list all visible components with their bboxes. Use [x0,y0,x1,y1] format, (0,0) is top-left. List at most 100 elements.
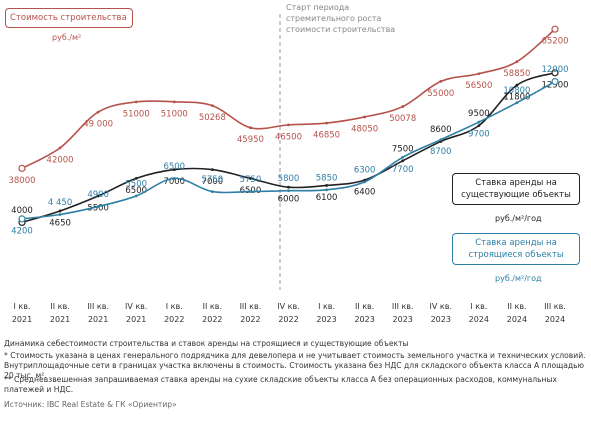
annotation: Старт периода стремительного роста стоим… [286,3,396,34]
data-label: 45950 [237,135,264,145]
data-label: 4000 [11,206,33,216]
data-label: 46850 [313,131,340,141]
point-marker [18,164,26,172]
point [401,155,405,159]
point [325,188,328,192]
x-tick-label: IV кв. 2021 [124,302,148,324]
point-marker [18,215,26,223]
point [363,115,367,119]
point [58,146,62,150]
data-label: 6100 [316,193,338,203]
point [363,180,367,184]
data-label: 4650 [49,218,71,228]
point [515,101,519,105]
data-label: 7500 [392,144,414,154]
data-label: 55000 [427,89,454,99]
data-label: 6500 [125,186,147,196]
point [249,126,252,130]
point [515,83,519,87]
point [172,176,176,180]
data-label: 5850 [316,173,338,183]
point [249,190,252,194]
point-marker [551,77,559,86]
point [210,190,214,194]
data-label: 12500 [541,80,568,90]
data-label: 6300 [354,165,376,175]
point [477,120,481,124]
data-label: 11800 [503,93,530,103]
x-tick-label: III кв. 2024 [544,302,566,324]
point [325,184,328,187]
point [134,176,138,180]
point [134,100,138,104]
data-label: 7000 [163,177,185,187]
x-tick-label: II кв. 2021 [49,302,71,324]
point-marker [551,69,559,77]
data-label: 10800 [503,86,530,96]
point [439,79,443,83]
point [210,104,214,108]
source: Источник: IBC Real Estate & ГК «Ориентир… [4,400,177,409]
x-tick-label: II кв. 2023 [354,302,375,324]
point [249,176,252,180]
point [287,123,290,127]
x-tick-label: II кв. 2022 [202,302,223,324]
x-tick-label: I кв. 2023 [316,302,337,324]
point [439,138,443,142]
point [172,100,176,104]
data-label: 5750 [202,175,224,185]
x-tick-label: III кв. 2021 [87,302,109,324]
data-label: 7000 [202,177,224,187]
data-label: 9500 [468,109,490,119]
x-tick-label: III кв. 2022 [239,302,262,324]
data-label: 5500 [87,204,109,214]
point [172,168,176,172]
series-line [21,28,556,170]
data-label: 51000 [161,109,188,119]
data-label: 49 000 [83,120,113,130]
data-label: 8700 [430,147,452,157]
data-label: 38000 [8,176,35,186]
data-label: 50268 [199,113,226,123]
point [58,209,62,213]
data-label: 51000 [123,109,150,119]
data-label: 12000 [541,65,568,75]
point [515,60,519,64]
point [325,121,328,125]
title-unit: руб./м² [52,33,82,42]
point [96,194,100,198]
point [477,72,481,76]
point [134,194,138,198]
data-label: 4200 [11,226,33,236]
data-label: 6000 [278,195,300,205]
legend-unit: руб./м²/год [495,214,542,223]
point [401,105,405,108]
point [96,110,100,114]
data-label: 58850 [503,69,530,79]
data-label: 6400 [354,188,376,198]
data-label: 9700 [468,130,490,140]
data-label: 46500 [275,132,302,142]
x-tick-label: I кв. 2021 [11,302,33,324]
legend-unit: руб./м²/год [495,274,542,283]
x-tick-label: IV кв. 2022 [277,302,300,324]
x-tick-label: I кв. 2022 [164,302,185,324]
point [210,168,214,172]
x-tick-label: II кв. 2024 [506,302,528,324]
point [477,124,481,127]
data-label: 42000 [47,155,74,165]
data-label: 4 450 [48,198,72,208]
data-label: 5750 [240,175,262,185]
point-marker [551,25,559,33]
legend-entry: Ставка аренды на строящиеся объекты [452,233,580,265]
data-label: 5800 [278,174,300,184]
caption: Динамика себестоимости строительства и с… [4,339,409,348]
data-label: 48050 [351,124,378,134]
title: Стоимость строительства [5,8,133,28]
point [58,213,62,216]
x-tick-label: I кв. 2024 [468,302,490,324]
data-label: 8600 [430,125,452,135]
point [401,159,405,163]
